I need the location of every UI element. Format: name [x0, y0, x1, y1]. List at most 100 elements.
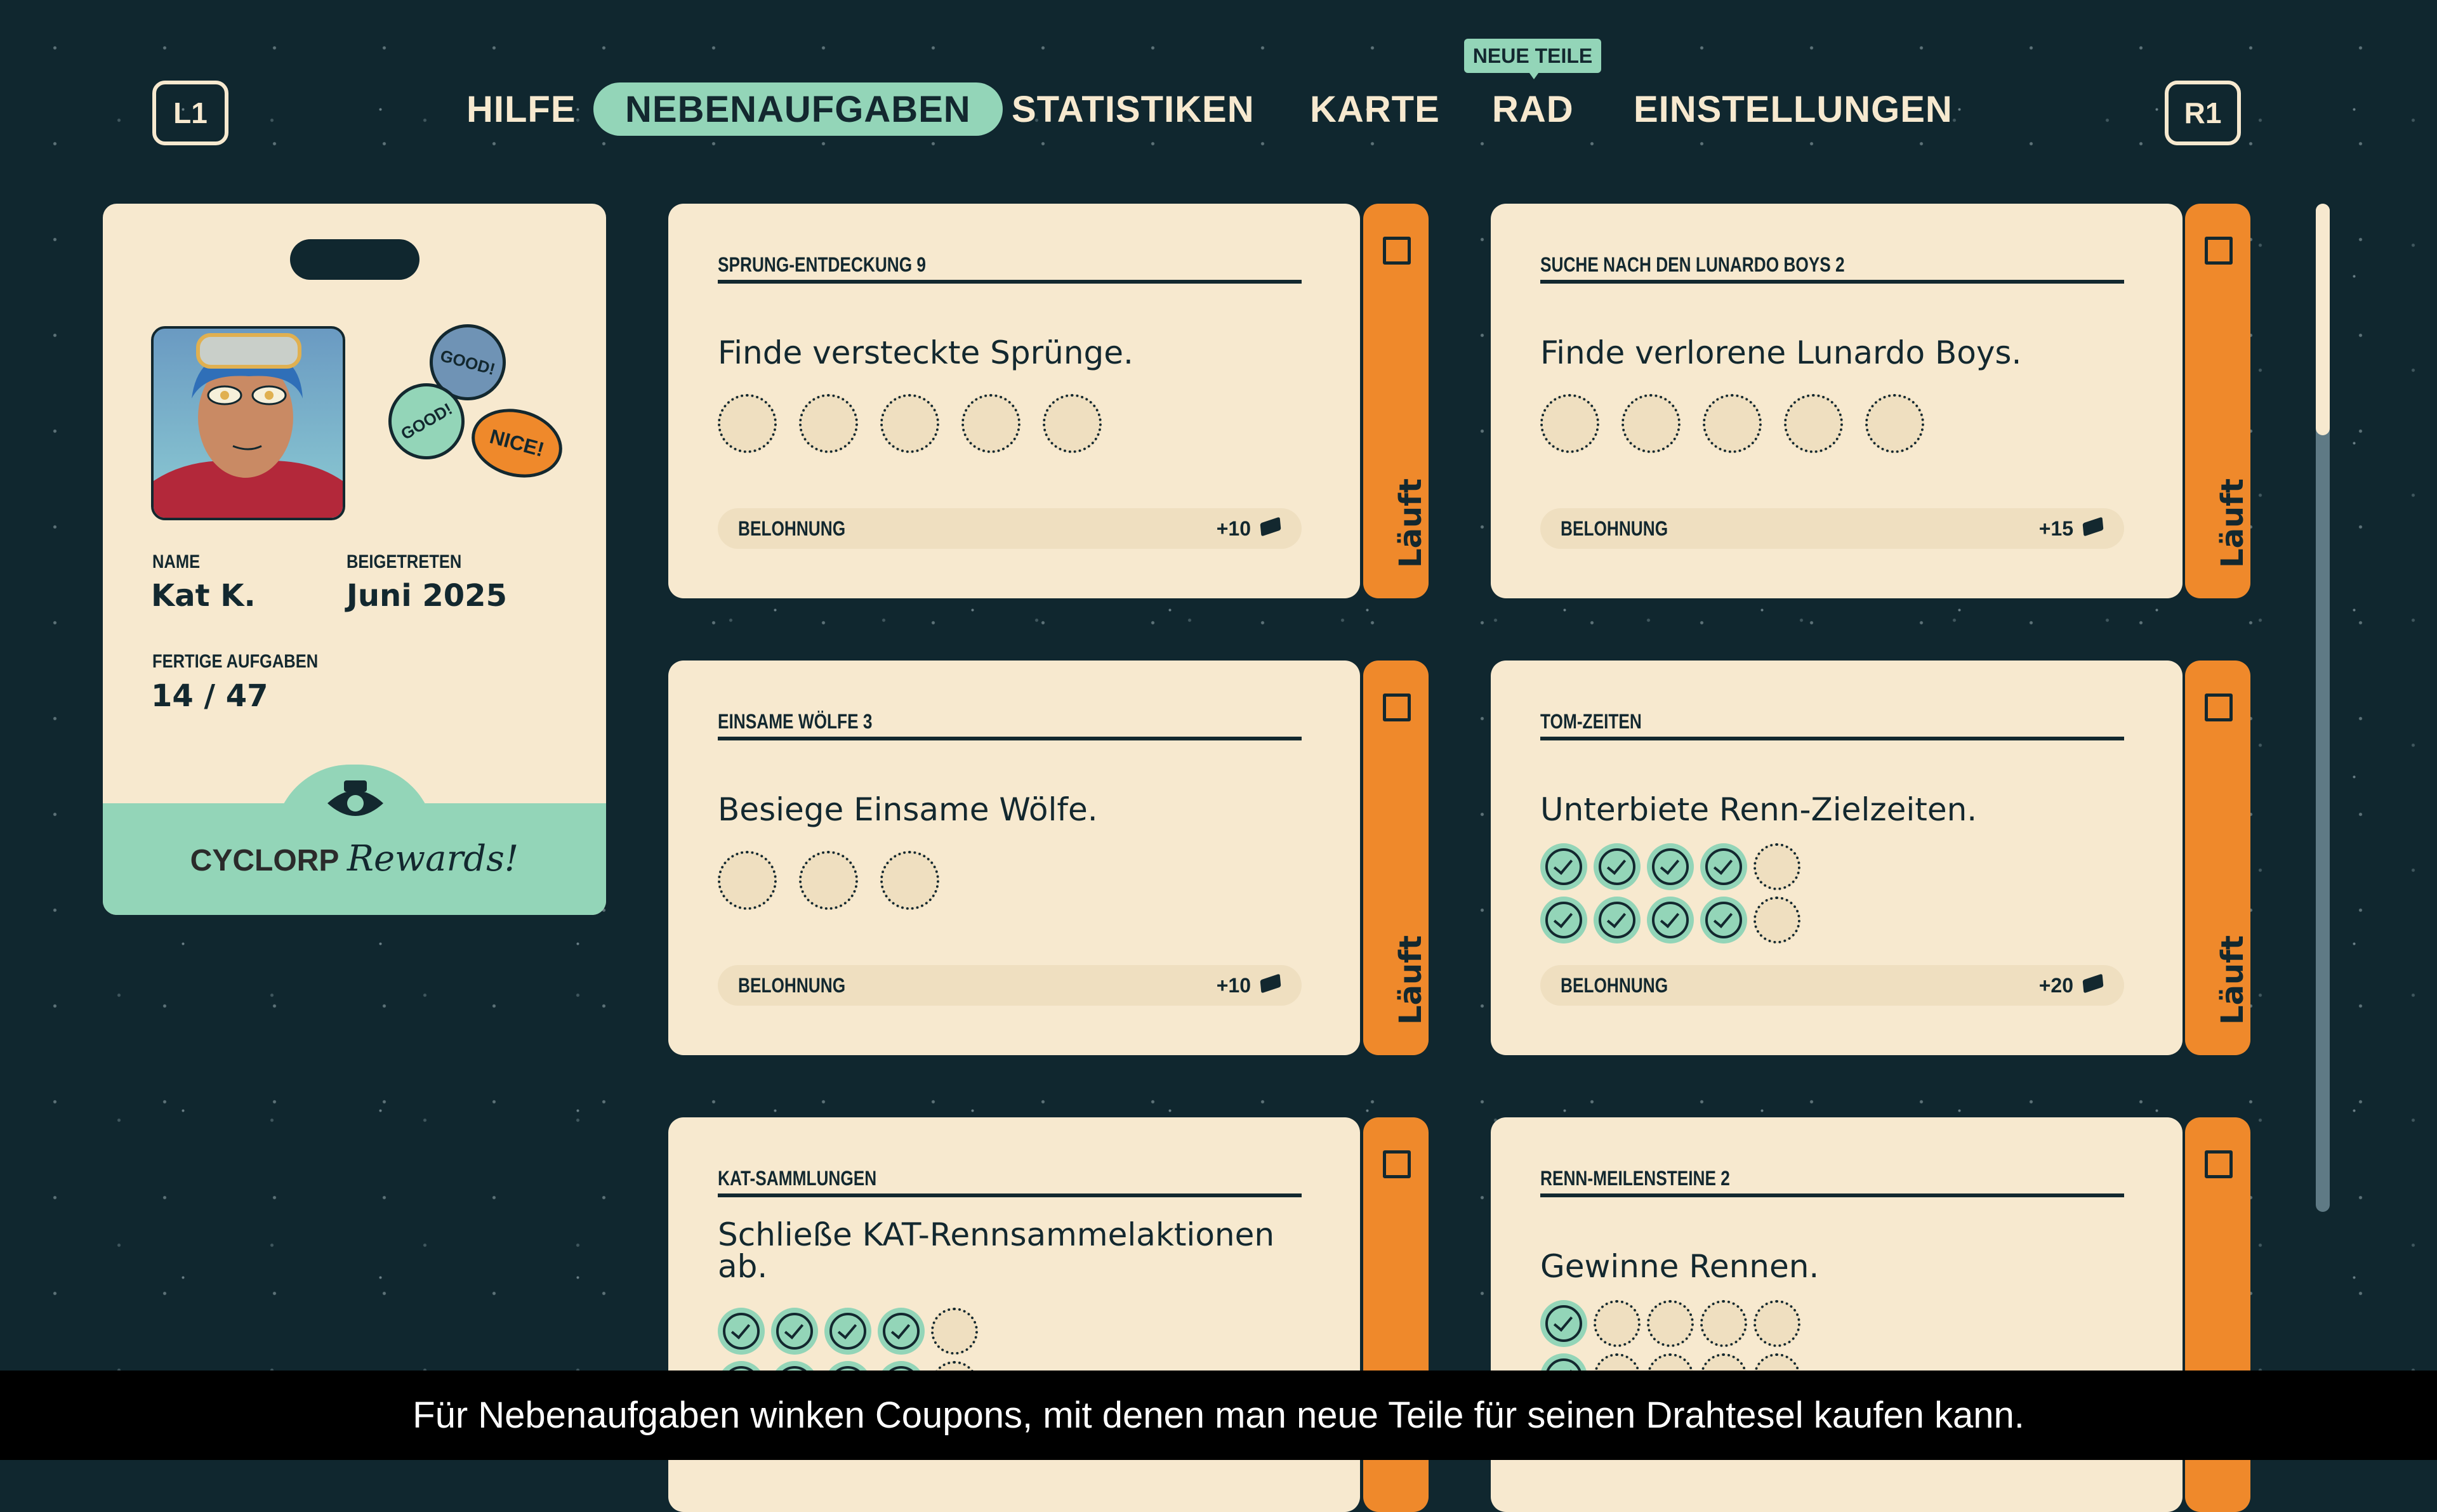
quest-title-divider: [1540, 280, 2124, 284]
quest-description: Besiege Einsame Wölfe.: [718, 791, 1098, 828]
quest-status-tab[interactable]: Läuft: [1363, 661, 1429, 1055]
progress-empty-slot: [718, 851, 777, 910]
quest-status-label: Läuft: [2215, 478, 2250, 568]
progress-empty-slot: [1043, 394, 1102, 453]
quest-card[interactable]: TOM-ZEITEN Unterbiete Renn-Zielzeiten. BEL…: [1491, 661, 2183, 1055]
quest-title: SUCHE NACH DEN LUNARDO BOYS 2: [1540, 253, 1845, 276]
tab-hilfe[interactable]: HILFE: [466, 88, 576, 130]
progress-check-icon: [1647, 897, 1694, 943]
quest-title: KAT-SAMMLUNGEN: [718, 1167, 877, 1190]
quest-title: RENN-MEILENSTEINE 2: [1540, 1167, 1730, 1190]
quest-title: SPRUNG-ENTDECKUNG 9: [718, 253, 927, 276]
quest-card[interactable]: SUCHE NACH DEN LUNARDO BOYS 2 Finde verlo…: [1491, 204, 2183, 598]
track-checkbox[interactable]: [1383, 1150, 1411, 1178]
quest-description: Unterbiete Renn-Zielzeiten.: [1540, 791, 1978, 828]
quest-description: Finde versteckte Sprünge.: [718, 334, 1133, 371]
progress-empty-slot: [1621, 394, 1681, 453]
track-checkbox[interactable]: [2205, 1150, 2233, 1178]
progress-empty-slot: [1540, 394, 1599, 453]
subtitle-caption: Für Nebenaufgaben winken Coupons, mit de…: [0, 1371, 2437, 1460]
reward-bar: BELOHNUNG +10: [718, 965, 1302, 1006]
scrollbar-thumb[interactable]: [2316, 204, 2330, 435]
progress-empty-slot: [931, 1308, 978, 1355]
quest-card[interactable]: SPRUNG-ENTDECKUNG 9 Finde versteckte Sprü…: [668, 204, 1360, 598]
progress-empty-slot: [961, 394, 1020, 453]
track-checkbox[interactable]: [1383, 694, 1411, 721]
progress-empty-slot: [1753, 897, 1800, 943]
name-value: Kat K.: [151, 578, 256, 614]
progress-empty-slot: [1700, 1300, 1747, 1347]
tab-rad[interactable]: RAD: [1492, 88, 1574, 130]
progress-check-icon: [1540, 897, 1587, 943]
reward-label: BELOHNUNG: [1561, 517, 1668, 540]
progress-empty-slot: [1753, 1300, 1800, 1347]
progress-empty-slot: [880, 394, 939, 453]
name-label: NAME: [152, 551, 201, 572]
track-checkbox[interactable]: [2205, 237, 2233, 265]
rewards-brand: CYCLORP Rewards!: [103, 838, 606, 879]
joined-value: Juni 2025: [347, 578, 507, 614]
quest-title-divider: [718, 1193, 1302, 1197]
coupon-icon: [1260, 973, 1281, 994]
track-checkbox[interactable]: [2205, 694, 2233, 721]
brand-script: Rewards!: [347, 838, 519, 879]
scrollbar[interactable]: [2316, 204, 2330, 1212]
quest-card[interactable]: EINSAME WÖLFE 3 Besiege Einsame Wölfe. BEL…: [668, 661, 1360, 1055]
tab-karte[interactable]: KARTE: [1310, 88, 1440, 130]
completed-label: FERTIGE AUFGABEN: [152, 651, 319, 672]
progress-check-icon: [1700, 843, 1747, 890]
quest-status-tab[interactable]: Läuft: [2185, 204, 2250, 598]
progress-check-icon: [1540, 843, 1587, 890]
track-checkbox[interactable]: [1383, 237, 1411, 265]
progress-check-icon: [1594, 897, 1641, 943]
reward-value: +10: [1216, 517, 1251, 540]
progress-empty-slot: [799, 851, 858, 910]
coupon-icon: [2082, 516, 2104, 537]
progress-empty-slot: [1865, 394, 1924, 453]
reward-bar: BELOHNUNG +15: [1540, 508, 2124, 549]
badge-slot: [290, 239, 419, 280]
new-parts-badge: NEUE TEILE: [1464, 39, 1601, 79]
tab-einstellungen[interactable]: EINSTELLUNGEN: [1634, 88, 1953, 130]
reward-bar: BELOHNUNG +10: [718, 508, 1302, 549]
progress-check-icon: [1540, 1300, 1587, 1347]
cyclorp-logo-icon: [327, 780, 383, 816]
brand-name: CYCLORP: [190, 844, 339, 878]
quest-progress-row: [1540, 843, 1807, 890]
progress-empty-slot: [1753, 843, 1800, 890]
progress-empty-slot: [799, 394, 858, 453]
coupon-icon: [2082, 973, 2104, 994]
progress-check-icon: [824, 1308, 871, 1355]
progress-empty-slot: [1703, 394, 1762, 453]
quest-progress-row: [1540, 394, 1946, 453]
profile-card: GOOD! GOOD! NICE! NAME Kat K. BEIGETRETE…: [103, 204, 606, 915]
reward-value: +10: [1216, 974, 1251, 997]
joined-label: BEIGETRETEN: [347, 551, 462, 572]
l1-button[interactable]: L1: [152, 81, 228, 145]
coupon-icon: [1260, 516, 1281, 537]
quest-title-divider: [718, 280, 1302, 284]
quest-title: TOM-ZEITEN: [1540, 710, 1642, 733]
tab-nebenaufgaben[interactable]: NEBENAUFGABEN: [593, 82, 1003, 136]
reward-label: BELOHNUNG: [1561, 974, 1668, 997]
progress-empty-slot: [1594, 1300, 1641, 1347]
progress-check-icon: [878, 1308, 925, 1355]
quest-description: Finde verlorene Lunardo Boys.: [1540, 334, 2022, 371]
quest-status-tab[interactable]: Läuft: [2185, 661, 2250, 1055]
reward-bar: BELOHNUNG +20: [1540, 965, 2124, 1006]
progress-check-icon: [1647, 843, 1694, 890]
quest-status-label: Läuft: [1393, 935, 1429, 1025]
quest-description: Gewinne Rennen.: [1540, 1248, 1819, 1285]
progress-empty-slot: [718, 394, 777, 453]
r1-button[interactable]: R1: [2165, 81, 2241, 145]
reward-label: BELOHNUNG: [738, 974, 846, 997]
progress-empty-slot: [880, 851, 939, 910]
progress-check-icon: [718, 1308, 765, 1355]
tab-statistiken[interactable]: STATISTIKEN: [1012, 88, 1255, 130]
quest-progress-row: [1540, 897, 1807, 943]
quest-title-divider: [718, 737, 1302, 740]
progress-check-icon: [1700, 897, 1747, 943]
quest-status-tab[interactable]: Läuft: [1363, 204, 1429, 598]
quest-title-divider: [1540, 737, 2124, 740]
quest-status-label: Läuft: [2215, 935, 2250, 1025]
